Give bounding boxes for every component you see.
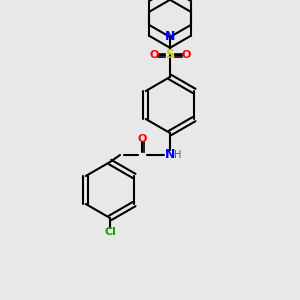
Text: S: S bbox=[166, 49, 175, 62]
Text: H: H bbox=[174, 150, 182, 160]
Text: Cl: Cl bbox=[104, 227, 116, 237]
Text: O: O bbox=[181, 50, 191, 60]
Text: N: N bbox=[165, 31, 175, 44]
Text: O: O bbox=[137, 134, 147, 144]
Text: O: O bbox=[149, 50, 159, 60]
Text: N: N bbox=[165, 148, 175, 161]
